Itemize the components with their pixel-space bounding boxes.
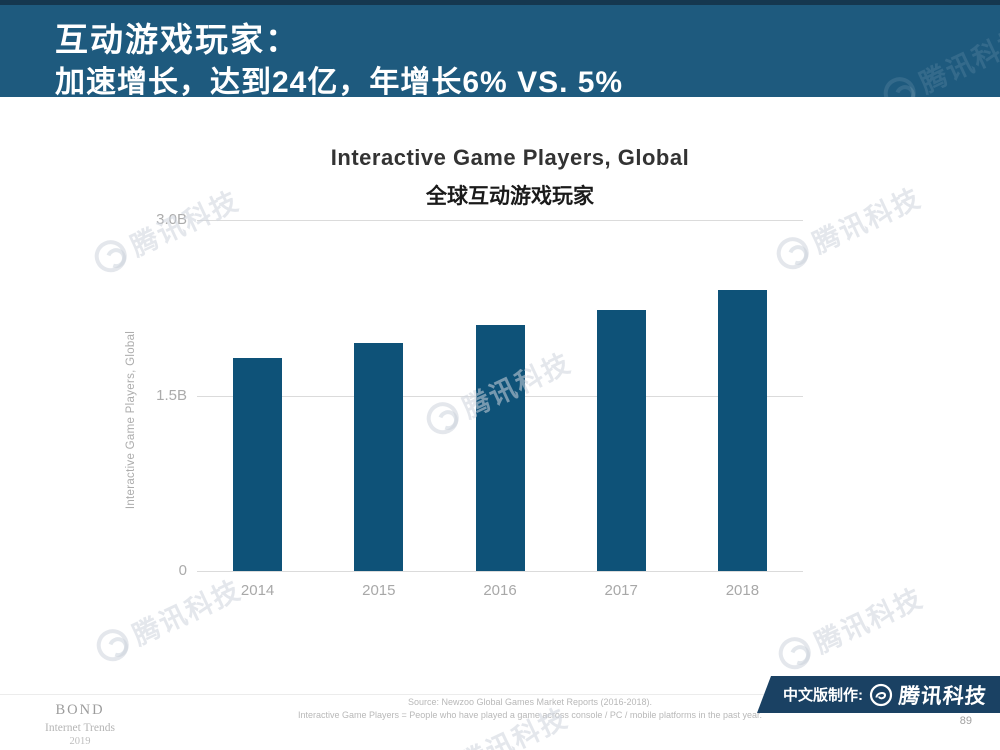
tencent-tech-watermark-icon (878, 71, 921, 115)
bar-2016 (475, 325, 525, 571)
y-axis-label: Interactive Game Players, Global (125, 330, 137, 510)
tencent-tech-watermark-icon (91, 623, 134, 667)
chart-title: Interactive Game Players, Global (330, 145, 690, 170)
bar-2014 (233, 358, 283, 571)
bond-logo-name: BOND (55, 702, 105, 718)
header-banner: 互动游戏玩家： 加速增长，达到24亿，年增长6% VS. 5% 腾讯科技 (0, 0, 1000, 115)
bar-2018 (717, 290, 767, 571)
chart-subtitle-chinese: 全球互动游戏玩家 (426, 185, 594, 208)
bar-2015 (354, 342, 404, 571)
bar-2017 (596, 310, 646, 571)
y-tick-label-0: 0 (178, 562, 187, 579)
source-note: Source: Newzoo Global Games Market Repor… (200, 697, 860, 720)
page-number: 89 (959, 715, 972, 727)
watermark: 腾讯科技 (877, 16, 1000, 117)
tencent-tech-watermark-icon (89, 234, 132, 278)
watermark: 腾讯科技 (772, 576, 929, 677)
bond-logo-subtitle: Internet Trends (45, 722, 115, 734)
bond-logo-year: 2019 (69, 736, 91, 747)
tencent-tech-watermark-icon (773, 631, 816, 675)
tencent-tech-badge: 中文版制作: 腾讯科技 (757, 676, 1000, 713)
slide-title-line1: 互动游戏玩家： (55, 21, 300, 58)
x-tick-label-2017: 2017 (604, 582, 638, 599)
bond-logo: BOND Internet Trends 2019 (15, 702, 145, 747)
bar-chart-plot-area (197, 220, 803, 572)
footer-divider (0, 694, 1000, 695)
badge-brand: 腾讯科技 (897, 684, 989, 708)
x-tick-label-2018: 2018 (725, 582, 760, 599)
badge-prefix: 中文版制作: (783, 687, 863, 704)
gridline-0 (197, 571, 803, 572)
x-tick-label-2016: 2016 (483, 582, 517, 599)
slide-title-line2: 加速增长，达到24亿，年增长6% VS. 5% (55, 66, 624, 99)
source-line1: Source: Newzoo Global Games Market Repor… (407, 697, 653, 707)
gridline-3.0B (197, 220, 803, 221)
y-tick-label-1.5B: 1.5B (156, 386, 187, 404)
y-tick-label-3.0B: 3.0B (156, 211, 187, 228)
x-tick-label-2014: 2014 (240, 582, 275, 599)
source-line2: Interactive Game Players = People who ha… (298, 710, 762, 720)
x-tick-label-2015: 2015 (362, 582, 396, 599)
tencent-tech-logo-icon (869, 683, 893, 706)
